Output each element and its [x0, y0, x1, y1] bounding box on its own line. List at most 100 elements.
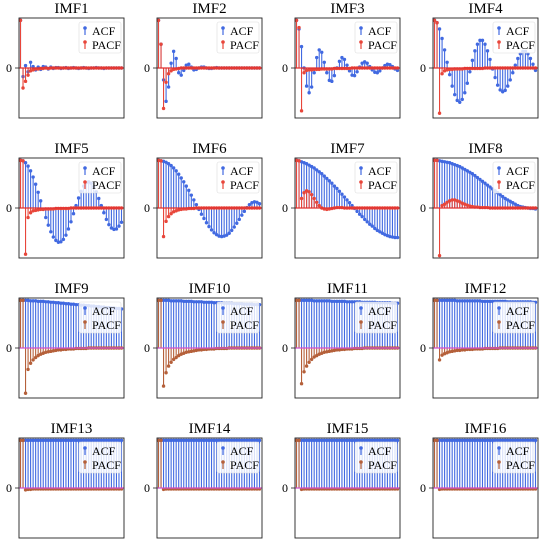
- acf-point: [44, 300, 48, 304]
- acf-point: [485, 49, 490, 53]
- acf-point: [217, 438, 221, 443]
- acf-point: [380, 438, 385, 443]
- acf-point: [478, 38, 482, 43]
- acf-point: [97, 438, 101, 443]
- acf-point: [81, 438, 86, 443]
- acf-point: [478, 438, 482, 443]
- acf-point: [54, 301, 58, 305]
- pacf-point: [432, 18, 437, 23]
- subplot-title: IMF16: [465, 421, 507, 437]
- acf-point: [465, 81, 470, 85]
- acf-point: [51, 235, 56, 239]
- acf-point: [345, 300, 349, 304]
- acf-point: [483, 438, 487, 443]
- acf-point: [202, 300, 206, 304]
- legend-marker: [359, 40, 363, 44]
- plot-frame: [156, 17, 263, 119]
- acf-point: [179, 299, 183, 303]
- legend-label: ACF: [230, 164, 254, 178]
- acf-point: [480, 179, 485, 184]
- pacf-point: [463, 348, 467, 352]
- acf-point: [71, 212, 76, 216]
- acf-point: [485, 438, 490, 443]
- acf-point: [69, 438, 73, 443]
- subplot-title: IMF10: [189, 281, 231, 297]
- acf-point: [350, 73, 354, 77]
- acf-point: [475, 42, 480, 46]
- acf-point: [463, 167, 467, 172]
- acf-point: [307, 298, 311, 303]
- acf-point: [309, 85, 314, 89]
- legend-marker: [83, 180, 87, 184]
- acf-point: [450, 84, 454, 88]
- acf-point: [89, 438, 93, 443]
- acf-point: [61, 301, 66, 305]
- acf-point: [488, 185, 492, 189]
- acf-point: [365, 61, 369, 65]
- acf-point: [516, 56, 520, 61]
- acf-point: [194, 202, 199, 207]
- legend-box: [78, 301, 122, 334]
- acf-point: [315, 168, 319, 172]
- legend-label: ACF: [230, 444, 254, 458]
- pacf-point: [435, 21, 439, 25]
- acf-point: [347, 69, 352, 73]
- acf-point: [177, 172, 181, 176]
- acf-point: [212, 301, 216, 305]
- acf-point: [460, 97, 464, 102]
- acf-point: [480, 438, 485, 443]
- legend-marker: [83, 40, 87, 44]
- acf-point: [182, 68, 186, 73]
- acf-point: [23, 161, 28, 165]
- pacf-point: [302, 191, 306, 195]
- legend-marker: [497, 26, 501, 30]
- acf-point: [378, 230, 382, 234]
- acf-point: [74, 203, 78, 208]
- pacf-point: [174, 355, 178, 360]
- legend-label: PACF: [230, 458, 259, 472]
- pacf-point: [335, 348, 339, 352]
- acf-point: [66, 302, 71, 306]
- acf-point: [189, 438, 194, 443]
- acf-point: [51, 438, 56, 443]
- acf-point: [102, 438, 106, 443]
- pacf-point: [156, 18, 161, 23]
- y-tick-label: 0: [420, 341, 426, 355]
- acf-point: [54, 438, 58, 443]
- pacf-point: [59, 348, 63, 352]
- pacf-point: [327, 349, 332, 354]
- legend-marker: [221, 320, 225, 324]
- acf-point: [247, 438, 252, 443]
- acf-point: [447, 438, 452, 443]
- acf-point: [516, 438, 520, 443]
- acf-point: [76, 438, 81, 443]
- acf-point: [232, 438, 236, 443]
- acf-point: [209, 300, 214, 304]
- legend-marker: [83, 460, 87, 464]
- pacf-point: [468, 204, 472, 208]
- y-tick-label: 0: [144, 481, 150, 495]
- acf-point: [330, 181, 334, 185]
- pacf-point: [432, 158, 437, 163]
- acf-point: [49, 300, 53, 304]
- acf-point: [171, 166, 176, 170]
- acf-point: [192, 300, 196, 304]
- acf-point: [523, 438, 528, 443]
- legend-label: PACF: [230, 318, 259, 332]
- acf-point: [61, 438, 66, 443]
- legend-box: [354, 21, 398, 54]
- legend-box: [354, 301, 398, 334]
- acf-point: [442, 298, 447, 303]
- pacf-point: [23, 252, 28, 256]
- acf-point: [450, 298, 454, 303]
- acf-point: [506, 198, 510, 202]
- pacf-point: [302, 370, 306, 374]
- pacf-point: [437, 111, 442, 115]
- acf-point: [237, 217, 241, 222]
- acf-point: [59, 240, 63, 244]
- acf-point: [480, 299, 485, 304]
- acf-point: [320, 50, 324, 54]
- y-tick-label: 0: [6, 61, 12, 75]
- acf-point: [28, 299, 33, 303]
